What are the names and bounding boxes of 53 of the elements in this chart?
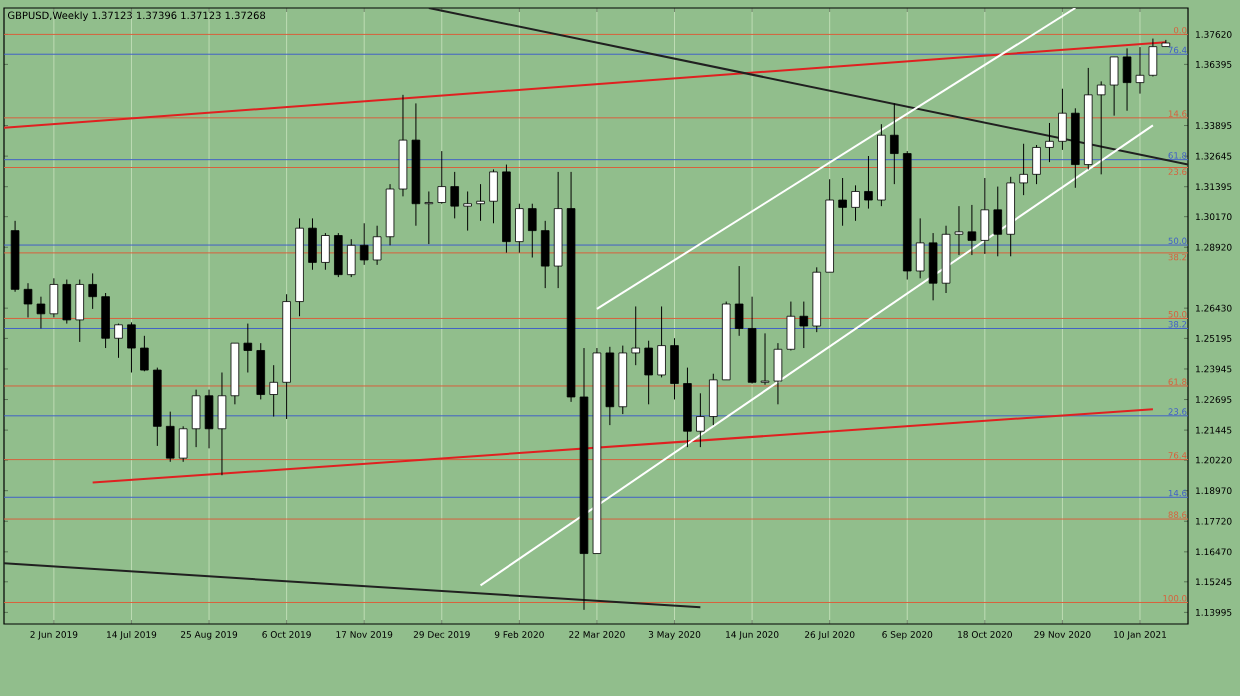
candlestick: [463, 190, 472, 232]
candlestick: [346, 238, 356, 278]
candlestick: [437, 150, 447, 205]
candlestick: [631, 305, 640, 366]
candlestick: [321, 232, 330, 271]
candlestick: [101, 292, 110, 349]
candlestick: [140, 335, 149, 372]
candlestick: [489, 168, 498, 224]
candlestick: [786, 301, 796, 351]
candlestick: [657, 305, 666, 378]
candlestick: [993, 186, 1003, 257]
candlestick: [243, 323, 253, 374]
candlestick: [1019, 143, 1028, 196]
candlestick: [851, 184, 860, 222]
candlestick: [890, 102, 899, 185]
candlestick: [256, 342, 266, 400]
candlestick: [696, 392, 705, 448]
candlestick: [424, 190, 434, 245]
candlestick: [75, 279, 85, 343]
candlestick: [709, 373, 718, 426]
candlestick: [734, 265, 744, 337]
candlestick: [799, 301, 809, 349]
candlestick: [334, 232, 343, 278]
candlestick: [191, 389, 201, 448]
candlestick: [62, 279, 72, 325]
candlestick: [515, 203, 524, 254]
candlestick: [359, 222, 369, 266]
candlestick: [864, 155, 873, 210]
candlestick: [683, 367, 692, 448]
candlestick: [372, 225, 382, 266]
candlestick: [49, 277, 59, 318]
candlestick: [915, 217, 925, 279]
candlestick: [540, 220, 550, 289]
candlestick: [980, 177, 990, 255]
candlestick: [838, 177, 847, 227]
candlestick: [644, 340, 653, 405]
candlestick: [928, 232, 938, 301]
candlestick: [178, 425, 188, 463]
candlestick: [967, 204, 977, 256]
candlestick: [165, 411, 175, 463]
candlestick: [670, 337, 679, 400]
candlestick: [269, 364, 278, 418]
candlestick: [127, 321, 136, 374]
candlestick: [476, 183, 485, 222]
candlestick: [88, 272, 97, 310]
candlestick: [114, 323, 123, 359]
candlestick: [1045, 122, 1054, 163]
candlestick: [1109, 56, 1119, 117]
candlestick: [528, 203, 537, 259]
candlestick: [1032, 144, 1041, 185]
candlestick: [1058, 88, 1067, 151]
candlestick: [450, 171, 459, 219]
candlestick: [308, 217, 317, 271]
